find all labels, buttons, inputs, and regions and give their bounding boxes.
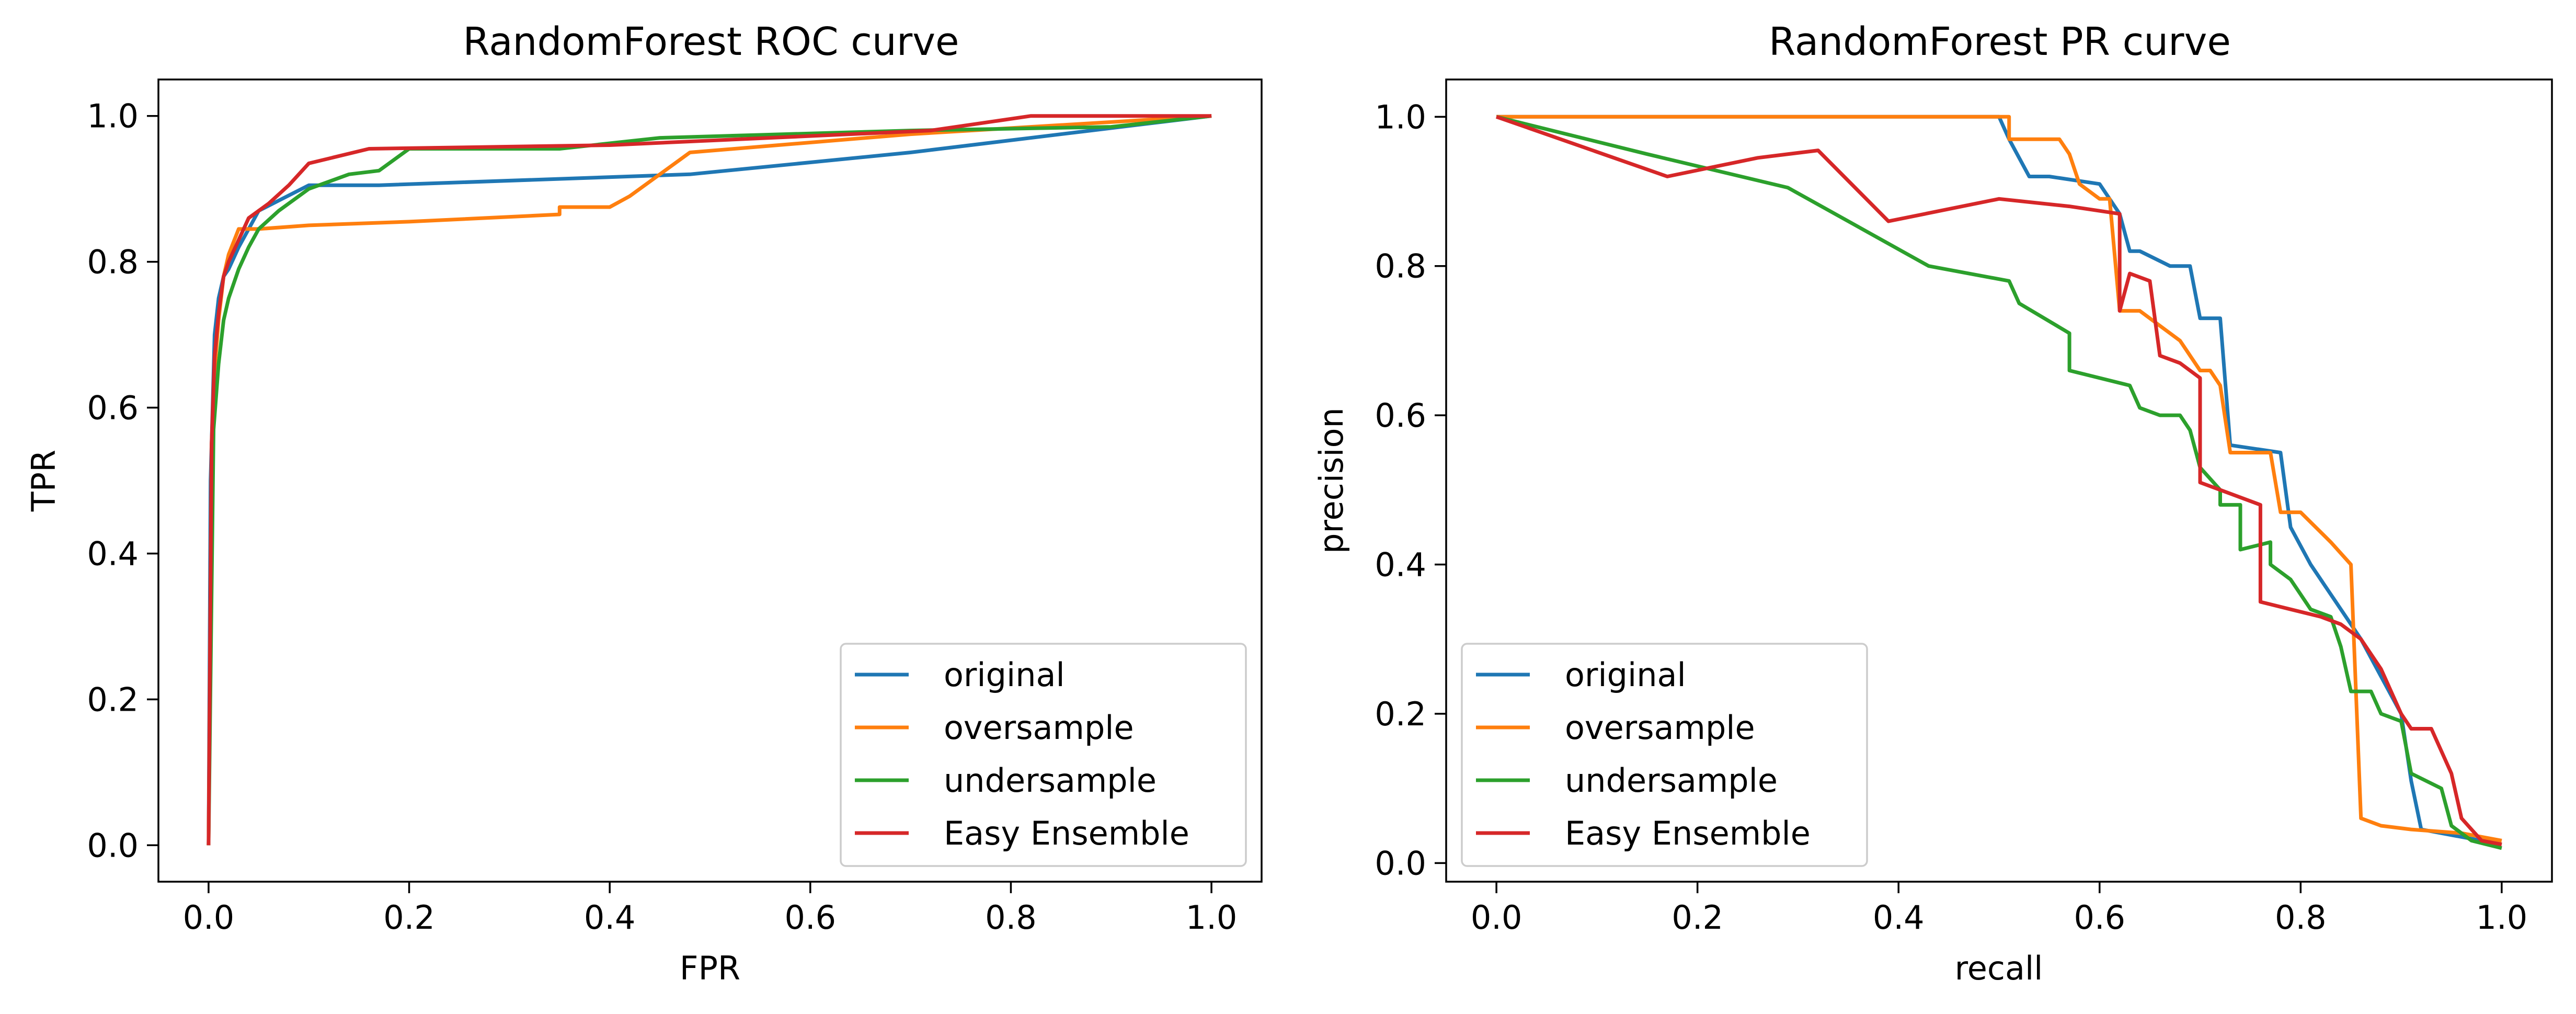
pr-series-original	[1496, 115, 2502, 847]
pr-series-oversample	[1496, 115, 2502, 842]
roc-axes-frame	[157, 78, 1263, 883]
pr-x-tick-label: 0.6	[2074, 898, 2125, 937]
pr-legend-box	[1461, 643, 1868, 867]
roc-y-tick-label: 0.0	[87, 826, 139, 864]
roc-legend-box	[840, 643, 1247, 867]
pr-x-tick-label: 0.0	[1471, 898, 1522, 937]
roc-y-axis: 0.0 0.2 0.4 0.6 0.8 1.0	[87, 97, 158, 864]
pr-legend-label: original	[1565, 656, 1686, 694]
pr-y-tick-label: 0.8	[1375, 247, 1426, 286]
roc-x-tick-label: 1.0	[1186, 898, 1238, 937]
roc-x-tick-label: 0.4	[584, 898, 636, 937]
pr-x-axis-label: recall	[1955, 949, 2043, 987]
pr-x-tick-label: 0.8	[2275, 898, 2327, 937]
roc-y-tick-label: 0.2	[87, 680, 139, 719]
pr-x-tick-label: 0.2	[1671, 898, 1723, 937]
pr-y-tick-label: 0.2	[1375, 695, 1426, 733]
roc-chart-panel: RandomForest ROC curve 0.0 0.2 0.4 0.6 0.8 1.…	[25, 19, 1263, 987]
pr-legend-label: undersample	[1565, 761, 1778, 800]
pr-legend-label: oversample	[1565, 709, 1755, 747]
roc-x-tick-label: 0.6	[785, 898, 837, 937]
roc-series-undersample	[207, 114, 1212, 846]
roc-y-tick-label: 0.8	[87, 243, 139, 281]
roc-y-tick-label: 0.4	[87, 534, 139, 573]
roc-legend: original oversample undersample Easy Ensemb…	[840, 643, 1247, 867]
roc-legend-label: original	[944, 656, 1065, 694]
roc-y-tick-label: 1.0	[87, 97, 139, 135]
pr-y-tick-label: 0.4	[1375, 546, 1426, 584]
roc-plot-area	[207, 114, 1212, 846]
pr-y-tick-label: 0.0	[1375, 844, 1426, 882]
roc-y-axis-label: TPR	[25, 450, 63, 512]
roc-legend-label: undersample	[944, 761, 1157, 800]
pr-y-tick-label: 1.0	[1375, 98, 1426, 136]
pr-plot-area	[1495, 115, 2502, 850]
pr-axes-frame	[1445, 78, 2553, 883]
roc-x-tick-label: 0.2	[383, 898, 435, 937]
roc-chart-title: RandomForest ROC curve	[463, 19, 959, 64]
pr-series-easy-ensemble	[1495, 115, 2502, 847]
pr-x-tick-label: 1.0	[2476, 898, 2528, 937]
roc-x-axis-label: FPR	[680, 949, 740, 987]
pr-x-axis: 0.0 0.2 0.4 0.6 0.8 1.0	[1471, 882, 2527, 937]
roc-series-easy-ensemble	[207, 114, 1212, 846]
roc-legend-label: oversample	[944, 709, 1134, 747]
pr-x-tick-label: 0.4	[1873, 898, 1925, 937]
pr-y-tick-label: 0.6	[1375, 396, 1426, 435]
roc-x-tick-label: 0.0	[183, 898, 235, 937]
pr-y-axis-label: precision	[1312, 407, 1350, 554]
roc-y-tick-label: 0.6	[87, 389, 139, 427]
roc-x-tick-label: 0.8	[985, 898, 1037, 937]
pr-legend-label: Easy Ensemble	[1565, 814, 1811, 852]
pr-legend: original oversample undersample Easy Ensemb…	[1461, 643, 1868, 867]
pr-chart-title: RandomForest PR curve	[1769, 19, 2231, 64]
pr-chart-panel: RandomForest PR curve 0.0 0.2 0.4 0.6 0.8 1.0…	[1312, 19, 2553, 987]
pr-y-axis: 0.0 0.2 0.4 0.6 0.8 1.0	[1375, 98, 1446, 882]
pr-series-undersample	[1496, 115, 2502, 850]
roc-legend-label: Easy Ensemble	[944, 814, 1189, 852]
roc-x-axis: 0.0 0.2 0.4 0.6 0.8 1.0	[183, 882, 1238, 937]
